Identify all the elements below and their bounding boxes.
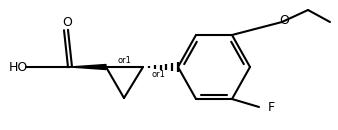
Text: HO: HO (8, 60, 28, 73)
Text: or1: or1 (152, 70, 166, 79)
Text: or1: or1 (118, 56, 132, 64)
Text: O: O (62, 15, 72, 28)
Text: F: F (267, 100, 274, 113)
Polygon shape (70, 64, 106, 70)
Text: O: O (279, 14, 289, 27)
